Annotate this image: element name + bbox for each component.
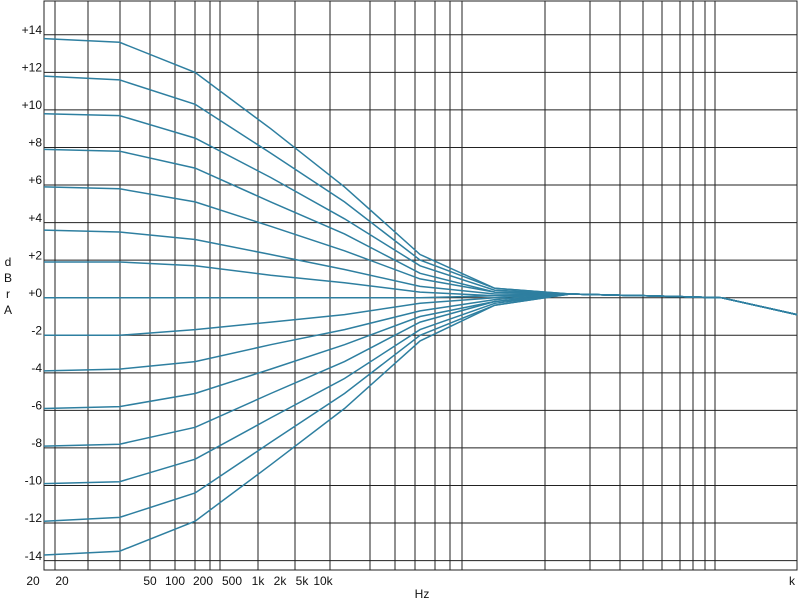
y-tick-label: -2 (31, 323, 42, 337)
y-tick-label: -10 (25, 474, 43, 488)
curve (44, 261, 798, 316)
x-tick-label: 100 (165, 574, 185, 588)
curve (43, 293, 798, 556)
y-tick-label: +14 (22, 23, 43, 37)
x-tick-label: 200 (193, 574, 213, 588)
y-tick-label: +4 (28, 211, 42, 225)
curve (43, 229, 798, 316)
y-tick-label: +0 (28, 286, 42, 300)
curve (43, 293, 798, 522)
y-tick-label: -4 (31, 361, 42, 375)
y-tick-label: +10 (22, 98, 43, 112)
y-tick-label: +2 (28, 248, 42, 262)
x-tick-label: 10k (313, 574, 333, 588)
x-tick-label: 20 (55, 574, 69, 588)
y-tick-label: +8 (28, 136, 42, 150)
y-axis-label: dBrA (1, 255, 15, 319)
plot-border (43, 0, 798, 571)
x-tick-label: 500 (222, 574, 242, 588)
x-axis-label: Hz (415, 587, 430, 601)
curve (43, 112, 798, 316)
x-tick-label: 50 (143, 574, 157, 588)
y-tick-label: -6 (31, 399, 42, 413)
y-tick-label: -14 (25, 549, 43, 563)
x-tick-label: 20 (26, 574, 40, 588)
y-tick-label: +12 (22, 61, 43, 75)
y-tick-label: -8 (31, 436, 42, 450)
x-tick-label: 5k (296, 574, 310, 588)
x-tick-label: 2k (274, 574, 288, 588)
curve (43, 186, 798, 316)
x-tick-label: k (789, 574, 796, 588)
curve (43, 148, 798, 316)
x-tick-label: 1k (252, 574, 266, 588)
y-tick-label: -12 (25, 511, 43, 525)
y-tick-label: +6 (28, 173, 42, 187)
